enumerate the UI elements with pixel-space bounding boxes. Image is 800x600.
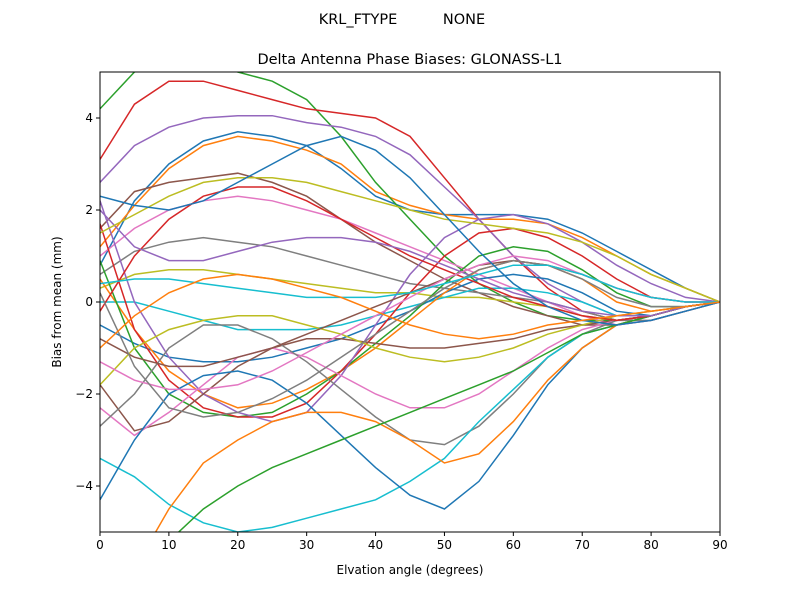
x-tick-label: 10 — [161, 538, 176, 552]
x-tick-label: 80 — [643, 538, 658, 552]
series-line-s32 — [100, 273, 720, 349]
suptitle-right: NONE — [443, 12, 485, 28]
x-tick-label: 30 — [299, 538, 314, 552]
x-tick-label: 40 — [368, 538, 383, 552]
series-line-s30 — [100, 264, 720, 303]
y-axis-label: Bias from mean (mm) — [50, 236, 64, 367]
x-tick-label: 60 — [506, 538, 521, 552]
y-tick-label: −4 — [75, 479, 93, 493]
series-layer — [100, 72, 720, 532]
suptitle-left: KRL_FTYPE — [319, 12, 398, 28]
y-tick-label: 4 — [85, 111, 93, 125]
series-line-s13 — [100, 246, 720, 418]
y-axis: −4 −2 0 2 4 — [75, 111, 100, 493]
x-axis: 0 10 20 30 40 50 60 70 80 90 — [96, 532, 728, 552]
x-tick-label: 90 — [712, 538, 727, 552]
x-tick-label: 70 — [575, 538, 590, 552]
y-tick-label: 2 — [85, 203, 93, 217]
series-line-s29 — [100, 177, 720, 303]
series-line-s28 — [100, 259, 720, 418]
x-tick-label: 20 — [230, 538, 245, 552]
y-tick-label: 0 — [85, 295, 93, 309]
series-line-s31 — [100, 135, 720, 326]
x-tick-label: 50 — [437, 538, 452, 552]
x-axis-label: Elvation angle (degrees) — [337, 563, 484, 577]
y-tick-label: −2 — [75, 387, 93, 401]
chart-title: Delta Antenna Phase Biases: GLONASS-L1 — [257, 52, 562, 68]
x-tick-label: 0 — [96, 538, 104, 552]
series-line-s24 — [100, 186, 720, 322]
